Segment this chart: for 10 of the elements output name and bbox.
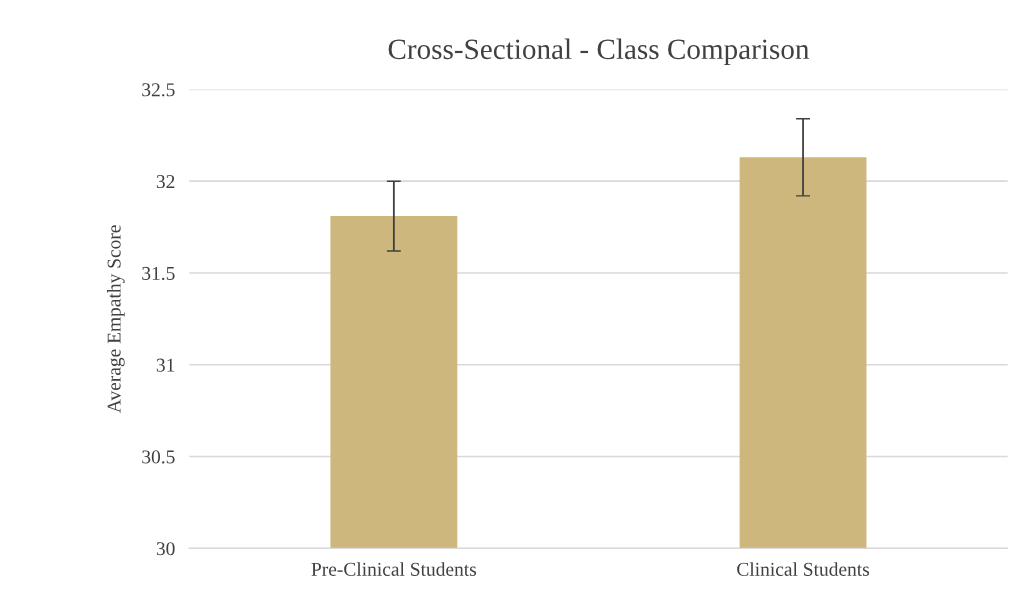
x-tick-label: Clinical Students — [737, 562, 870, 576]
y-tick-label: 32.5 — [142, 83, 175, 97]
y-tick-label: 31 — [156, 358, 175, 372]
y-tick-label: 30 — [156, 542, 175, 556]
chart-title: Cross-Sectional - Class Comparison — [388, 38, 810, 66]
y-axis-title: Average Empathy Score — [106, 225, 125, 413]
y-tick-label: 30.5 — [142, 450, 175, 464]
y-tick-label: 31.5 — [142, 266, 175, 280]
y-tick-label: 32 — [156, 175, 175, 189]
x-tick-label: Pre-Clinical Students — [311, 562, 477, 576]
